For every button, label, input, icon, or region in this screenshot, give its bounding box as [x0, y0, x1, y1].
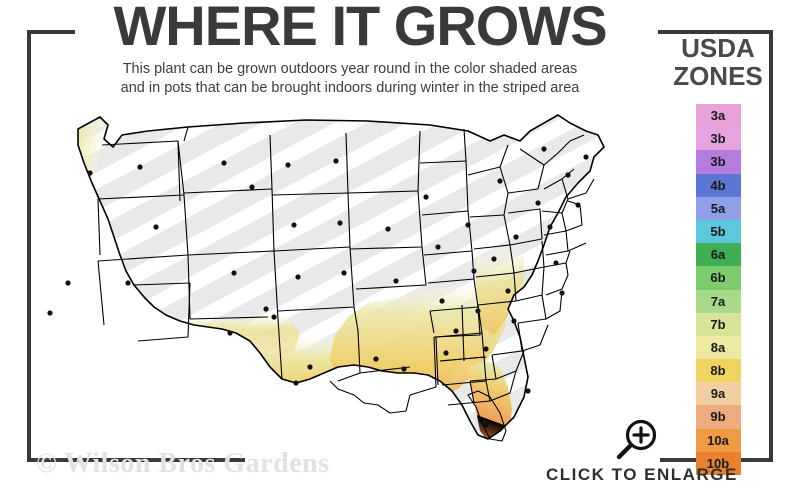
- usda-zones-title: USDA ZONES: [666, 34, 770, 90]
- usda-zone-swatch: 6a: [695, 243, 741, 267]
- frame-border-top-right: [658, 30, 773, 34]
- frame-border-right: [769, 30, 773, 462]
- usda-zone-swatch: 8b: [695, 359, 741, 383]
- usda-zone-swatch: 9b: [695, 405, 741, 429]
- usda-zone-swatch: 8a: [695, 335, 741, 360]
- subtitle-line-2: and in pots that can be brought indoors …: [120, 80, 580, 96]
- usda-zone-swatch: 9a: [695, 382, 741, 406]
- state-boundaries: [77, 114, 605, 442]
- subtitle: This plant can be grown outdoors year ro…: [44, 60, 656, 98]
- subtitle-line-1: This plant can be grown outdoors year ro…: [122, 61, 578, 77]
- frame-border-left: [27, 30, 31, 462]
- usda-zones-legend: USDA ZONES 3a 3b 3b 4b 5a 5b 6a 6b 7a 7b 8a 8b 9a 9b 1…: [666, 34, 770, 475]
- usda-zone-swatch: 7a: [695, 289, 741, 313]
- usda-zone-swatch-list: 3a 3b 3b 4b 5a 5b 6a 6b 7a 7b 8a 8b 9a 9b 10a 10b: [695, 104, 741, 475]
- usda-zones-title-line-1: USDA: [681, 33, 755, 63]
- map-city-dots: [47, 146, 589, 428]
- frame-border-bottom-left: [27, 458, 245, 462]
- usda-zone-swatch: 4b: [695, 173, 741, 197]
- map-svg: [47, 114, 605, 442]
- magnifier-plus-icon[interactable]: [614, 418, 660, 462]
- usda-zones-title-line-2: ZONES: [673, 61, 763, 91]
- usda-zone-swatch: 6b: [695, 266, 741, 290]
- usda-zone-swatch: 3b: [695, 150, 741, 174]
- usda-zone-swatch: 3b: [695, 127, 741, 151]
- usda-zone-swatch: 5a: [695, 196, 741, 220]
- usda-zone-swatch: 10a: [695, 428, 741, 452]
- click-to-enlarge-label[interactable]: CLICK TO ENLARGE: [546, 465, 738, 484]
- usda-hardiness-map: [38, 105, 648, 450]
- usda-zone-swatch: 5b: [695, 219, 741, 244]
- usda-zone-swatch: 7b: [695, 312, 741, 336]
- usda-zone-swatch: 3a: [695, 104, 741, 128]
- watermark: © Wilson Bros Gardens: [36, 448, 330, 479]
- page-title: WHERE IT GROWS: [113, 0, 607, 57]
- usda-zone-swatch: 10b: [695, 451, 741, 475]
- frame-border-top-left: [27, 30, 75, 34]
